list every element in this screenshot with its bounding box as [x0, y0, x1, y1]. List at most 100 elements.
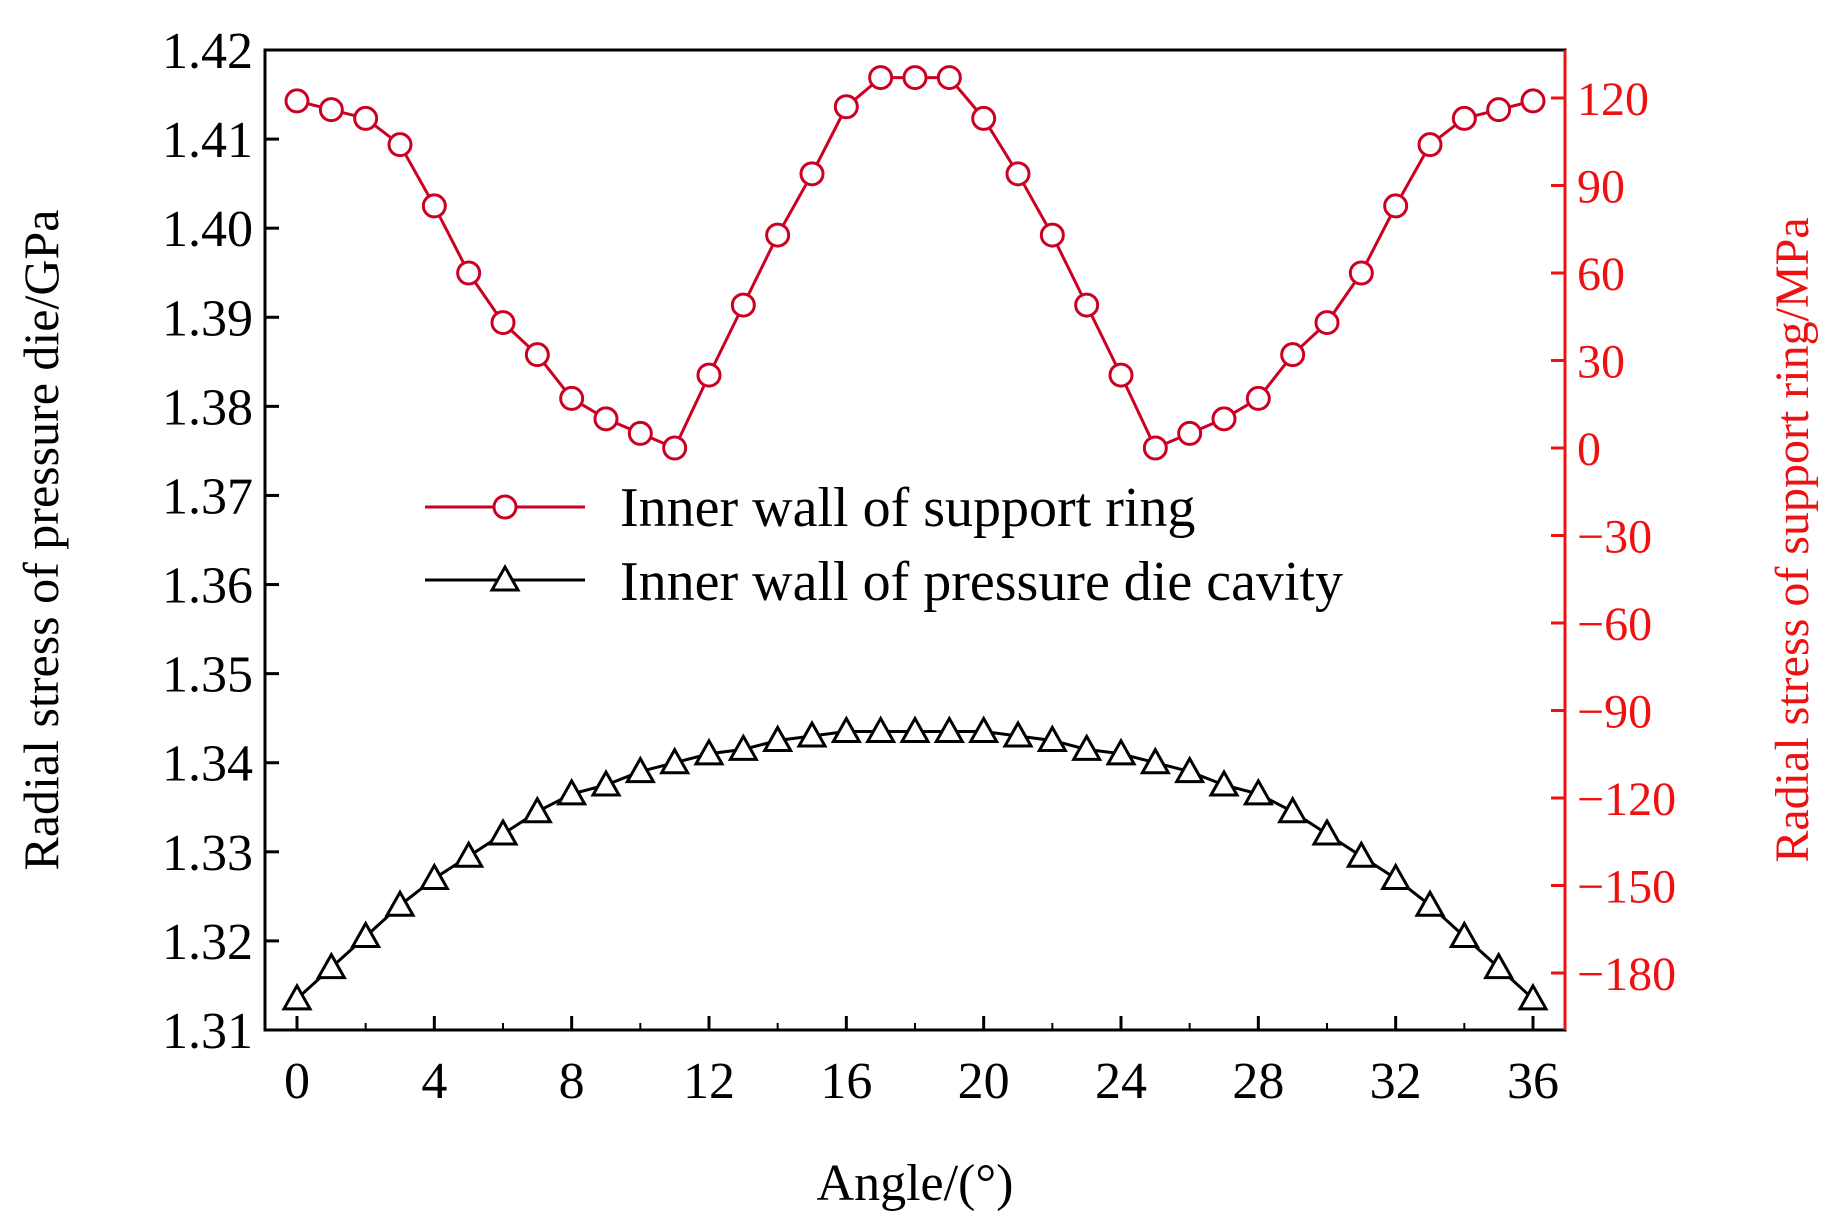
- data-point-support-ring: [318, 97, 344, 123]
- data-point-pressure-die: [315, 951, 347, 980]
- x-tick-label: 24: [1095, 1053, 1147, 1110]
- data-point-pressure-die: [350, 920, 382, 948]
- y-right-tick-label: 120: [1577, 73, 1649, 126]
- data-point-support-ring: [1177, 420, 1203, 446]
- data-point-pressure-die: [1002, 719, 1034, 748]
- data-point-pressure-die: [1139, 746, 1171, 775]
- data-point-support-ring: [1348, 260, 1374, 286]
- data-point-pressure-die: [1448, 920, 1480, 948]
- data-point-pressure-die: [521, 795, 553, 824]
- data-point-pressure-die: [1345, 840, 1377, 868]
- data-point-pressure-die: [865, 715, 897, 744]
- data-point-pressure-die: [1105, 737, 1137, 766]
- data-point-support-ring: [524, 342, 550, 368]
- data-point-pressure-die: [1208, 768, 1240, 797]
- data-point-support-ring: [1005, 161, 1031, 187]
- data-point-support-ring: [936, 65, 962, 91]
- data-point-pressure-die: [1036, 724, 1068, 752]
- data-point-support-ring: [627, 420, 653, 446]
- y-right-tick-label: 30: [1577, 336, 1625, 389]
- y-left-tick-label: 1.40: [162, 201, 253, 258]
- x-axis-title: Angle/(°): [817, 1155, 1014, 1212]
- data-point-pressure-die: [933, 715, 965, 744]
- plot-frame: [263, 48, 1567, 1032]
- y-right-tick-label: −60: [1577, 598, 1652, 651]
- data-point-pressure-die: [1071, 733, 1103, 761]
- data-point-pressure-die: [830, 715, 862, 744]
- data-point-support-ring: [1039, 222, 1065, 248]
- data-point-support-ring: [1486, 97, 1512, 123]
- data-point-pressure-die: [1277, 795, 1309, 824]
- legend-label-support-ring: Inner wall of support ring: [620, 477, 1195, 539]
- data-point-support-ring: [799, 161, 825, 187]
- y-left-tick-label: 1.34: [162, 736, 253, 793]
- data-point-pressure-die: [487, 817, 519, 846]
- data-point-pressure-die: [590, 768, 622, 797]
- y-right-tick-label: 90: [1577, 161, 1625, 214]
- data-point-support-ring: [971, 105, 997, 131]
- data-point-support-ring: [765, 222, 791, 248]
- x-tick-label: 8: [559, 1053, 585, 1110]
- x-tick-label: 0: [284, 1053, 310, 1110]
- x-tick-label: 16: [820, 1053, 872, 1110]
- data-point-support-ring: [696, 362, 722, 388]
- data-point-support-ring: [833, 94, 859, 120]
- series-layer: [281, 65, 1549, 1011]
- data-point-support-ring: [387, 132, 413, 158]
- data-point-support-ring: [868, 65, 894, 91]
- data-point-pressure-die: [659, 746, 691, 775]
- data-point-pressure-die: [762, 724, 794, 752]
- x-tick-label: 12: [683, 1053, 735, 1110]
- y-left-tick-label: 1.39: [162, 290, 253, 347]
- y-left-tick-label: 1.33: [162, 825, 253, 882]
- y-left-tick-label: 1.37: [162, 468, 253, 525]
- y-right-tick-label: −120: [1577, 773, 1676, 826]
- y-right-tick-label: −150: [1577, 861, 1676, 914]
- data-point-pressure-die: [1380, 862, 1412, 891]
- x-tick-label: 28: [1232, 1053, 1284, 1110]
- data-point-pressure-die: [384, 889, 416, 917]
- y-left-tick-label: 1.32: [162, 914, 253, 971]
- data-point-pressure-die: [1174, 755, 1206, 784]
- y-right-tick-label: 0: [1577, 423, 1601, 476]
- y-left-tick-label: 1.35: [162, 647, 253, 704]
- data-point-support-ring: [1074, 292, 1100, 318]
- data-point-support-ring: [1211, 406, 1237, 432]
- y-right-tick-label: −180: [1577, 948, 1676, 1001]
- y-right-tick-label: 60: [1577, 248, 1625, 301]
- x-tick-label: 32: [1370, 1053, 1422, 1110]
- data-point-support-ring: [421, 193, 447, 219]
- data-point-support-ring: [1142, 435, 1168, 461]
- data-point-pressure-die: [1242, 777, 1274, 806]
- data-point-support-ring: [902, 65, 928, 91]
- data-point-support-ring: [559, 385, 585, 411]
- data-point-pressure-die: [899, 715, 931, 744]
- data-point-pressure-die: [1414, 889, 1446, 917]
- legend: Inner wall of support ring Inner wall of…: [425, 477, 1343, 613]
- x-tick-label: 20: [958, 1053, 1010, 1110]
- data-point-support-ring: [456, 260, 482, 286]
- data-point-support-ring: [1383, 193, 1409, 219]
- ticks-layer: 0 4 8 12 16 20 24 28 32 36 1.31 1.32 1.33 1.34 1.35 1.3…: [162, 23, 1676, 1110]
- legend-marker-pressure-die: [489, 563, 521, 592]
- y-axis-title-left: Radial stress of pressure die/GPa: [13, 210, 69, 871]
- data-point-pressure-die: [693, 737, 725, 766]
- y-left-tick-label: 1.38: [162, 379, 253, 436]
- x-tick-label: 4: [421, 1053, 447, 1110]
- data-point-pressure-die: [1517, 982, 1549, 1011]
- y-left-tick-label: 1.42: [162, 23, 253, 80]
- legend-label-pressure-die: Inner wall of pressure die cavity: [620, 551, 1343, 613]
- data-point-support-ring: [1245, 385, 1271, 411]
- data-point-support-ring: [593, 406, 619, 432]
- data-point-pressure-die: [796, 719, 828, 748]
- data-point-support-ring: [730, 292, 756, 318]
- y-left-tick-label: 1.41: [162, 112, 253, 169]
- y-right-tick-label: −90: [1577, 686, 1652, 739]
- legend-marker-support-ring: [492, 494, 518, 520]
- data-point-pressure-die: [453, 840, 485, 868]
- data-point-support-ring: [1417, 132, 1443, 158]
- data-point-pressure-die: [418, 862, 450, 891]
- data-point-pressure-die: [1311, 817, 1343, 846]
